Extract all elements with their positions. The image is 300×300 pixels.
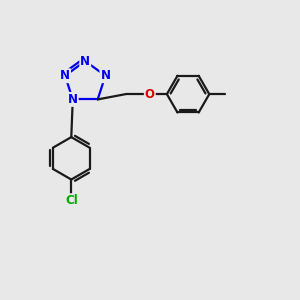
Text: N: N <box>60 69 70 82</box>
Text: N: N <box>100 69 110 82</box>
Text: O: O <box>145 88 155 100</box>
Text: N: N <box>80 55 90 68</box>
Text: Cl: Cl <box>65 194 78 207</box>
Text: N: N <box>68 93 78 106</box>
